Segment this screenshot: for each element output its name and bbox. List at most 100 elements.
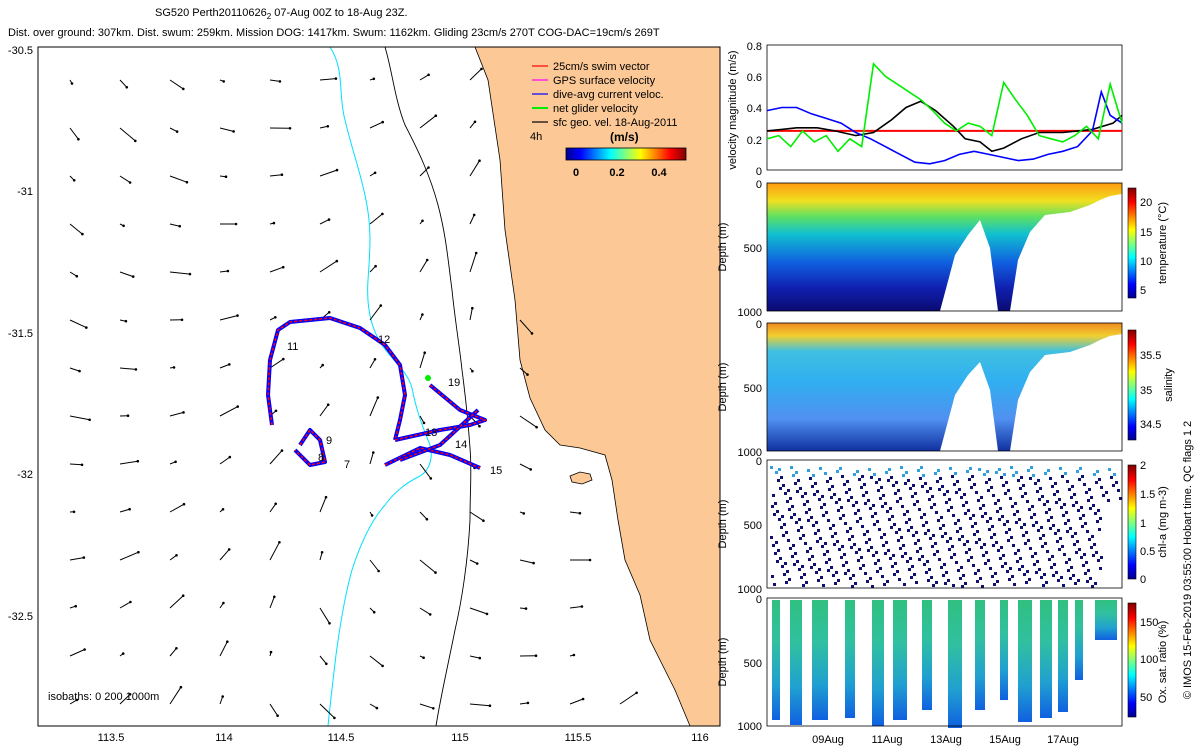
chlorophyll-sample [822,514,825,517]
chlorophyll-sample [778,518,781,521]
geostrophic-arrow [469,252,477,273]
chlorophyll-sample [840,506,843,509]
chlorophyll-sample [804,542,807,545]
temperature-ctick: 10 [1140,256,1152,268]
geostrophic-arrow [269,266,284,273]
chlorophyll-sample [1068,488,1071,491]
geostrophic-arrow [69,271,78,277]
salinity-ctick: 35 [1140,385,1152,397]
oxygen-clabel: Ox. sat. ratio (%) [1157,621,1169,704]
track-label: 11 [287,341,298,353]
chlorophyll-sample [1061,475,1064,478]
chlorophyll-sample [899,497,902,500]
chlorophyll-sample [1113,473,1116,476]
time-xtick: 15Aug [989,734,1021,746]
geostrophic-arrow [469,511,484,522]
geostrophic-arrow [169,503,185,513]
chlorophyll-sample [796,490,799,493]
chlorophyll-sample [834,582,837,585]
legend-label: sfc geo. vel. 18-Aug-2011 [553,117,678,129]
chlorophyll-sample [902,474,905,477]
chlorophyll-sample [881,575,884,578]
chlorophyll-sample [778,468,781,471]
geostrophic-arrowhead [472,213,476,217]
chlorophyll-sample [817,529,820,532]
chlorophyll-sample [1095,551,1098,554]
chlorophyll-sample [1057,579,1060,582]
chlorophyll-sample [856,470,859,473]
chlorophyll-sample [1020,526,1023,529]
geostrophic-arrow [419,703,434,709]
geostrophic-arrowhead [278,541,281,544]
geostrophic-arrowhead [422,656,425,659]
chlorophyll-sample [1098,528,1101,531]
chlorophyll-sample [1037,479,1040,482]
chlorophyll-sample [1030,516,1033,519]
chlorophyll-ctick: 2 [1140,460,1146,472]
chlorophyll-sample [1019,557,1022,560]
chlorophyll-sample [921,555,924,558]
chlorophyll-sample [1048,508,1051,511]
chlorophyll-sample [918,508,921,511]
chlorophyll-sample [805,511,808,514]
chlorophyll-sample [923,563,926,566]
chlorophyll-sample [1089,577,1092,580]
chlorophyll-sample [1024,542,1027,545]
geostrophic-arrow [569,606,582,609]
chlorophyll-sample [944,532,947,535]
chlorophyll-sample [770,466,773,469]
chlorophyll-sample [1029,477,1032,480]
chlorophyll-sample [995,541,998,544]
chlorophyll-sample [962,574,965,577]
geostrophic-arrowhead [228,455,232,459]
geostrophic-arrow [319,655,327,665]
chlorophyll-sample [925,521,928,524]
chlorophyll-sample [779,557,782,560]
chlorophyll-sample [909,487,912,490]
geostrophic-arrowhead [635,691,638,695]
chlorophyll-sample [1065,511,1068,514]
temperature-panel: 0 500 1000 Depth (m) 20 15 10 5 temperat… [717,179,1169,319]
chlorophyll-sample [970,486,973,489]
chlorophyll-sample [987,489,990,492]
chlorophyll-sample [821,495,824,498]
geostrophic-arrowhead [269,650,273,654]
chlorophyll-sample [811,555,814,558]
geostrophic-arrow [419,259,428,273]
chlorophyll-sample [868,468,871,471]
chlorophyll-sample [825,561,828,564]
chlorophyll-sample [951,475,954,478]
geostrophic-arrow [519,319,533,334]
chlorophyll-sample [823,553,826,556]
geostrophic-arrow [119,508,130,513]
credit-text: © IMOS 15-Feb-2019 03:55:00 Hobart time.… [1182,421,1194,699]
chlorophyll-sample [870,476,873,479]
geostrophic-arrow [69,463,83,466]
chlorophyll-sample [979,507,982,510]
geostrophic-arrowhead [128,507,131,511]
land-mass [474,46,721,727]
chlorophyll-sample [1003,523,1006,526]
velocity-series-line [766,62,1123,153]
salinity-clabel: salinity [1163,368,1175,402]
chlorophyll-sample [905,471,908,474]
glider-track [266,316,488,470]
geostrophic-arrowhead [136,459,140,463]
chlorophyll-sample [810,516,813,519]
chlorophyll-sample [825,511,828,514]
chlorophyll-sample [1004,492,1007,495]
geostrophic-arrowhead [374,264,377,268]
legend-label: dive-avg current veloc. [553,89,664,101]
colorbar-title: (m/s) [610,130,639,144]
geostrophic-arrowhead [376,396,380,399]
chlorophyll-sample [946,540,949,543]
geostrophic-arrow [419,352,426,369]
chlorophyll-sample [1043,573,1046,576]
geostrophic-arrow [469,308,473,321]
chlorophyll-sample [919,477,922,480]
geostrophic-arrow [219,549,230,561]
chlorophyll-sample [1085,561,1088,564]
geostrophic-arrowhead [471,369,474,373]
chlorophyll-sample [1086,580,1089,583]
chlorophyll-sample [961,585,964,588]
